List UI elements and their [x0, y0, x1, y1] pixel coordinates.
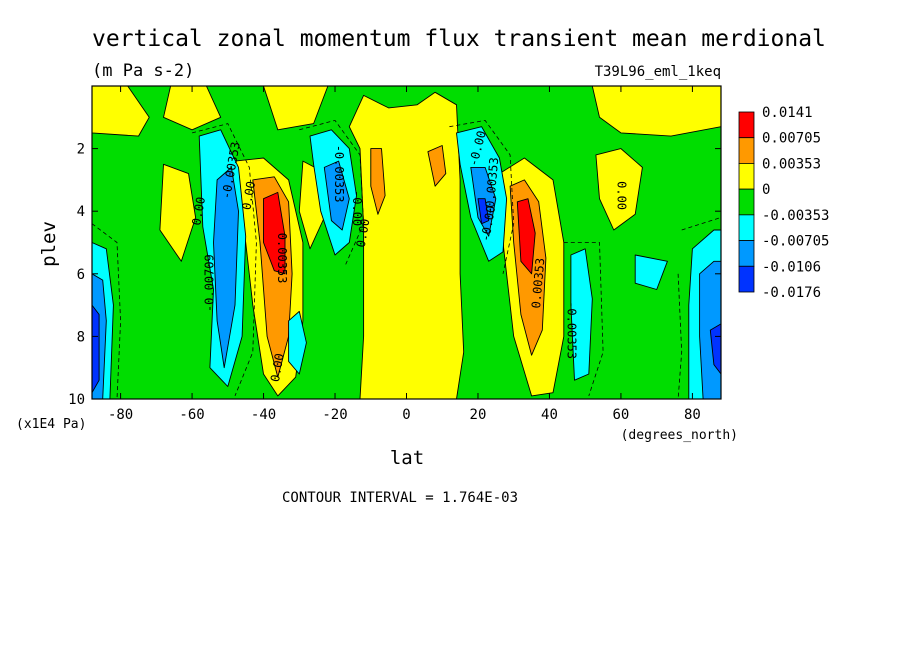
contour-region-pos1-6 — [159, 163, 197, 262]
y-tick-label: 8 — [77, 329, 85, 345]
colorbar-swatch — [738, 265, 755, 293]
x-axis-units: (degrees_north) — [621, 428, 738, 443]
x-tick-label: -20 — [322, 407, 347, 423]
contour-label-12: 0.00353 — [529, 257, 547, 309]
x-tick-label: -80 — [108, 407, 133, 423]
colorbar-label: 0.00353 — [762, 156, 821, 172]
contour-region-neg1-18 — [288, 310, 307, 375]
contour-region-neg2-24 — [213, 166, 239, 369]
field-layer — [92, 86, 721, 399]
contour-label-4: 0.00353 — [275, 233, 289, 284]
colorbar-label: -0.0176 — [762, 285, 821, 301]
x-axis: -80 -60 -40 -20 0 20 40 60 80 — [108, 86, 701, 423]
dashed-contour-2 — [449, 119, 515, 274]
colorbar-label: -0.00353 — [762, 208, 829, 224]
contour-region-pos1-2 — [263, 86, 329, 131]
colorbar-swatch — [738, 111, 755, 139]
x-tick-label: 40 — [541, 407, 558, 423]
contour-region-pos1-3 — [591, 86, 721, 137]
colorbar-label: 0.0141 — [762, 105, 813, 121]
colorbar-swatch — [738, 214, 755, 241]
dashed-contour-0 — [191, 123, 257, 397]
contour-label-5: 0.00 — [268, 352, 287, 383]
x-axis-label: lat — [390, 447, 424, 469]
colorbar-swatch — [738, 163, 755, 190]
x-tick-label: 60 — [613, 407, 630, 423]
x-tick-label: -60 — [179, 407, 204, 423]
dashed-contour-4 — [92, 223, 122, 399]
x-tick-label: 20 — [470, 407, 487, 423]
dashed-contour-1 — [299, 119, 365, 265]
y-tick-label: 2 — [77, 142, 85, 158]
y-axis-label: plev — [38, 221, 60, 267]
contour-label-7: -0.00 — [350, 190, 364, 226]
contour-region-neg1-23 — [634, 254, 668, 290]
contour-label-10: -0.00353 — [482, 157, 501, 216]
y-tick-label: 4 — [77, 204, 85, 220]
chart-units: (m Pa s-2) — [92, 61, 194, 81]
contour-region-neg3-30 — [477, 198, 490, 225]
chart-title: vertical zonal momentum flux transient m… — [92, 26, 826, 52]
dashed-contour-6 — [677, 273, 683, 399]
colorbar-label: -0.00705 — [762, 234, 829, 250]
contour-region-pos1-9 — [595, 148, 643, 231]
contour-region-neg2-25 — [323, 160, 350, 231]
colorbar: 0.0141 0.00705 0.00353 0 -0.00353 -0.00705 -0.… — [738, 105, 829, 301]
contour-label-6: -0.00353 — [332, 145, 346, 203]
contour-label-13: -0.00353 — [564, 301, 578, 359]
colorbar-label: 0.00705 — [762, 131, 821, 147]
contour-region-neg3-29 — [92, 304, 100, 394]
colorbar-label: 0 — [762, 182, 770, 198]
contour-region-neg1-20 — [570, 248, 593, 381]
contour-label-3: 0.00 — [239, 180, 258, 211]
contour-label-8: 0.00 — [354, 218, 373, 249]
y-tick-label: 10 — [68, 392, 85, 408]
run-label: T39L96_eml_1keq — [595, 64, 721, 80]
dashed-contours — [92, 119, 721, 399]
x-tick-label: -40 — [251, 407, 276, 423]
contour-region-pos3-14 — [263, 191, 286, 275]
x-tick-label: 0 — [402, 407, 410, 423]
contour-label-11: -0.00 — [478, 205, 498, 243]
x-tick-label: 80 — [684, 407, 701, 423]
contour-region-pos2-13 — [427, 145, 447, 187]
colorbar-swatch — [738, 137, 755, 164]
colorbar-label: -0.0106 — [762, 259, 821, 275]
colorbar-swatch — [738, 188, 755, 216]
contour-region-pos1-1 — [163, 86, 222, 131]
contour-label-2: -0.00709 — [202, 254, 216, 312]
colorbar-swatch — [738, 240, 755, 267]
contour-label-14: 0.00 — [614, 181, 628, 210]
contour-region-pos3-15 — [516, 198, 536, 275]
contour-interval: CONTOUR INTERVAL = 1.764E-03 — [282, 490, 518, 506]
contour-label-0: 0.00 — [189, 196, 208, 227]
y-axis: 2 4 6 8 10 — [68, 142, 721, 408]
y-tick-label: 6 — [77, 267, 85, 283]
y-axis-units: (x1E4 Pa) — [16, 417, 86, 432]
plot-area: 0.00-0.00353-0.007090.000.003530.00-0.00… — [92, 86, 721, 399]
contour-region-pos1-0 — [92, 86, 150, 137]
dashed-contour-3 — [563, 242, 604, 397]
contour-region-pos2-12 — [370, 148, 386, 215]
